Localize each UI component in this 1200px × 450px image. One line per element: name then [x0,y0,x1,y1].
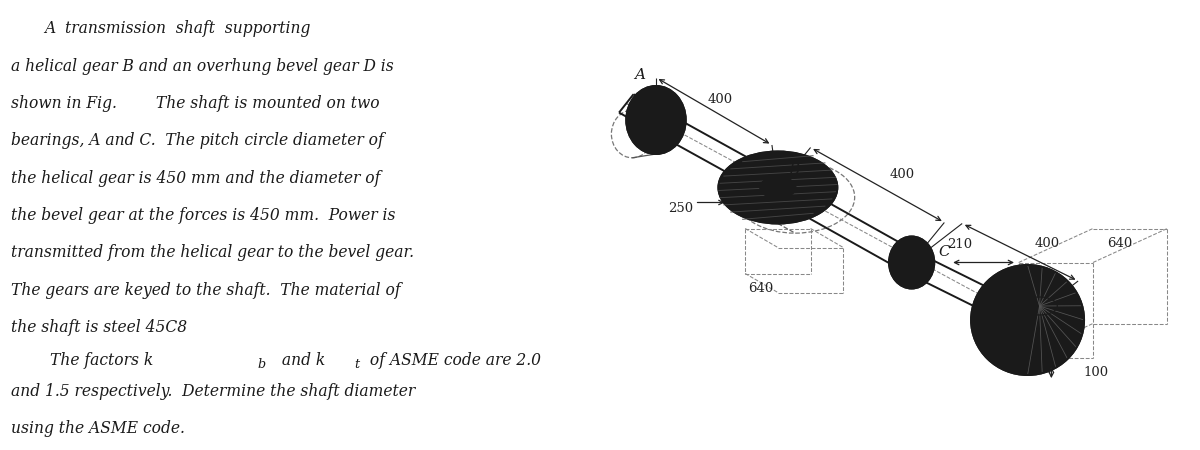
Text: and k: and k [277,352,325,369]
Text: the shaft is steel 45C8: the shaft is steel 45C8 [11,319,187,336]
Text: 250: 250 [668,202,694,215]
Ellipse shape [1022,316,1032,324]
Text: 640: 640 [1108,237,1133,250]
Text: A  transmission  shaft  supporting: A transmission shaft supporting [44,20,311,37]
Ellipse shape [971,265,1084,375]
Text: using the ASME code.: using the ASME code. [11,420,185,437]
Text: 400: 400 [707,93,732,106]
Text: the helical gear is 450 mm and the diameter of: the helical gear is 450 mm and the diame… [11,170,380,187]
Text: 640: 640 [748,283,773,296]
Text: shown in Fig.        The shaft is mounted on two: shown in Fig. The shaft is mounted on tw… [11,95,379,112]
Ellipse shape [1021,297,1057,315]
Text: the bevel gear at the forces is 450 mm.  Power is: the bevel gear at the forces is 450 mm. … [11,207,396,224]
Ellipse shape [626,86,685,154]
Text: transmitted from the helical gear to the bevel gear.: transmitted from the helical gear to the… [11,244,414,261]
Text: The gears are keyed to the shaft.  The material of: The gears are keyed to the shaft. The ma… [11,282,401,299]
Text: 100: 100 [1084,366,1109,379]
Text: and 1.5 respectively.  Determine the shaft diameter: and 1.5 respectively. Determine the shaf… [11,382,415,400]
Text: 400: 400 [889,168,914,181]
Ellipse shape [889,237,935,288]
Text: t: t [354,358,360,371]
Text: D: D [1024,318,1034,330]
Text: B: B [788,162,800,176]
Text: C: C [938,246,950,260]
Ellipse shape [719,152,838,224]
Text: 400: 400 [1036,237,1060,250]
Text: A: A [634,68,644,82]
Text: The factors k: The factors k [50,352,154,369]
Ellipse shape [760,177,796,198]
Text: 270: 270 [796,171,821,184]
Text: a helical gear B and an overhung bevel gear D is: a helical gear B and an overhung bevel g… [11,58,394,75]
Text: bearings, A and C.  The pitch circle diameter of: bearings, A and C. The pitch circle diam… [11,132,384,149]
Text: 210: 210 [947,238,972,251]
Text: of ASME code are 2.0: of ASME code are 2.0 [366,352,541,369]
Text: b: b [258,358,266,371]
